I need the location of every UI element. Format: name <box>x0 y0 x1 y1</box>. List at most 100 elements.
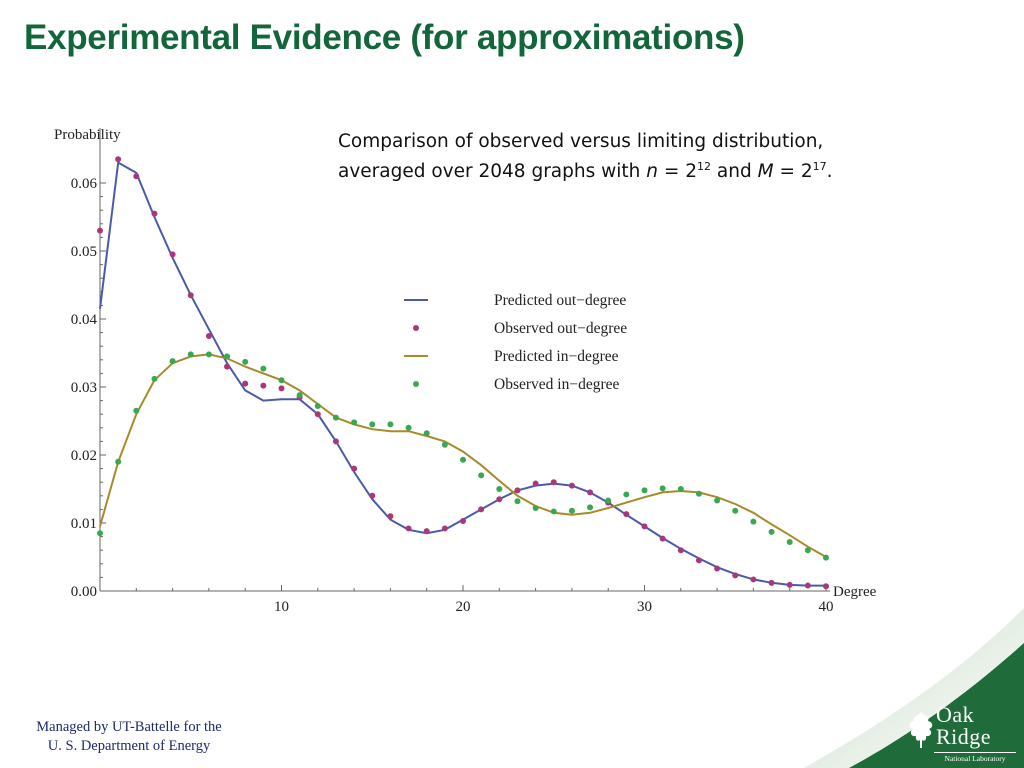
legend-label: Observed in−degree <box>494 376 619 393</box>
series-point-1 <box>714 565 721 572</box>
series-point-1 <box>514 487 521 494</box>
caption-text-a: averaged over 2048 graphs with <box>338 161 647 182</box>
series-point-1 <box>478 506 485 513</box>
series-point-3 <box>641 487 648 494</box>
series-point-3 <box>115 458 122 465</box>
series-point-3 <box>205 351 212 358</box>
series-point-3 <box>151 375 158 382</box>
footer-line-2: U. S. Department of Energy <box>47 738 211 754</box>
series-point-3 <box>478 472 485 479</box>
series-point-3 <box>750 518 757 525</box>
series-point-3 <box>768 528 775 535</box>
series-point-3 <box>804 547 811 554</box>
logo-word-oak: Oak <box>936 702 975 727</box>
caption-eq-2: = 2 <box>773 161 813 182</box>
series-point-1 <box>351 465 358 472</box>
series-point-1 <box>332 438 339 445</box>
series-point-3 <box>460 456 466 463</box>
series-point-1 <box>205 333 212 339</box>
series-point-3 <box>296 392 303 399</box>
series-point-1 <box>187 292 194 299</box>
series-point-3 <box>423 430 430 437</box>
series-point-3 <box>532 505 539 512</box>
caption-line-2: averaged over 2048 graphs with n = 212 a… <box>338 157 898 187</box>
logo-word-ridge: Ridge <box>936 724 992 749</box>
legend-swatch-point <box>413 325 419 331</box>
y-tick-label: 0.04 <box>71 312 98 328</box>
series-point-3 <box>332 414 339 421</box>
series-point-3 <box>133 407 140 414</box>
series-point-3 <box>568 507 575 514</box>
series-point-1 <box>133 173 140 180</box>
series-point-1 <box>623 511 630 518</box>
series-point-3 <box>242 358 249 365</box>
y-tick-label: 0.06 <box>71 176 98 192</box>
x-tick-label: 40 <box>819 599 834 615</box>
series-point-3 <box>169 358 176 365</box>
series-point-1 <box>405 525 412 532</box>
series-point-1 <box>786 581 793 588</box>
series-line-2 <box>99 353 827 558</box>
series-point-1 <box>750 576 757 583</box>
series-point-3 <box>695 490 702 497</box>
series-point-3 <box>351 419 358 426</box>
series-point-1 <box>151 210 158 217</box>
series-point-1 <box>97 227 103 234</box>
x-tick-label: 10 <box>274 599 289 615</box>
y-tick-label: 0.01 <box>71 516 97 532</box>
caption-and: and <box>711 161 758 182</box>
series-point-3 <box>514 498 521 505</box>
oak-ridge-logo: Oak Ridge National Laboratory <box>906 704 1018 764</box>
series-point-1 <box>532 480 539 487</box>
caption-exp-n: 12 <box>697 159 712 173</box>
series-point-1 <box>169 251 176 258</box>
y-tick-label: 0.02 <box>71 448 97 464</box>
x-tick-label: 30 <box>637 599 652 615</box>
series-point-1 <box>278 385 285 392</box>
series-point-3 <box>224 353 231 360</box>
series-point-1 <box>460 517 466 524</box>
caption-var-n: n <box>646 161 658 182</box>
footer-managed-by: Managed by UT-Battelle for the U. S. Dep… <box>14 718 244 756</box>
corner-swoosh <box>804 608 1024 768</box>
series-point-3 <box>714 497 721 504</box>
series-point-3 <box>677 486 684 492</box>
series-point-3 <box>732 507 739 514</box>
legend-label: Predicted in−degree <box>494 348 619 365</box>
series-point-1 <box>314 411 321 418</box>
series-point-3 <box>587 504 594 511</box>
y-tick-label: 0.05 <box>71 244 97 260</box>
series-point-3 <box>405 424 412 431</box>
series-point-3 <box>314 403 321 410</box>
series-point-1 <box>659 535 666 542</box>
series-point-3 <box>387 421 394 428</box>
x-tick-label: 20 <box>456 599 471 615</box>
x-axis-label: Degree <box>833 584 877 600</box>
series-point-1 <box>804 582 811 589</box>
caption-exp-m: 17 <box>812 159 827 173</box>
series-point-3 <box>659 485 666 492</box>
series-point-1 <box>568 482 575 489</box>
series-point-3 <box>786 539 793 546</box>
legend-label: Observed out−degree <box>494 320 627 337</box>
y-tick-label: 0.03 <box>71 380 97 396</box>
series-point-3 <box>97 530 103 537</box>
series-point-1 <box>224 363 231 370</box>
series-point-1 <box>441 525 448 532</box>
series-point-1 <box>587 489 594 496</box>
series-point-1 <box>768 579 775 586</box>
series-point-1 <box>732 572 739 579</box>
series-point-1 <box>550 479 557 486</box>
series-point-3 <box>441 441 448 448</box>
caption-eq-1: = 2 <box>658 161 698 182</box>
series-point-1 <box>387 513 394 520</box>
oak-leaf-icon <box>909 712 933 748</box>
series-point-3 <box>187 351 194 358</box>
chart-caption: Comparison of observed versus limiting d… <box>338 127 898 187</box>
series-point-1 <box>677 547 684 554</box>
y-tick-label: 0.00 <box>71 584 97 600</box>
series-point-1 <box>641 523 648 530</box>
series-point-1 <box>260 382 267 389</box>
series-point-3 <box>550 508 557 515</box>
